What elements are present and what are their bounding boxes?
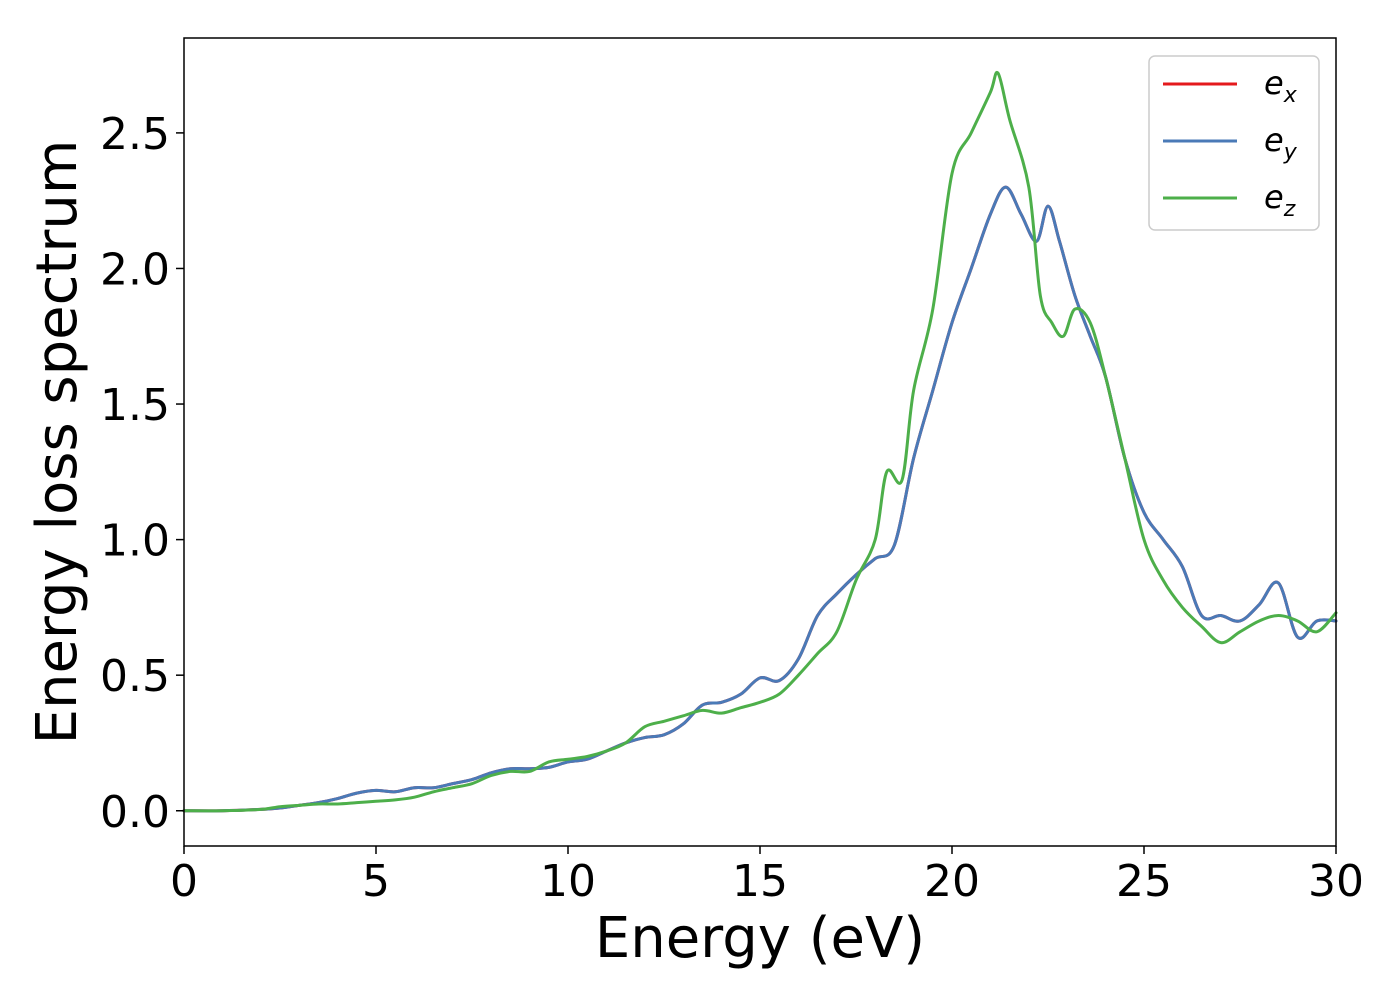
series-line-e-z [182, 70, 1338, 813]
y-axis-ticks: 0.0 0.5 1.0 1.5 2.0 2.5 [100, 109, 184, 838]
legend: ex ey ez [1148, 55, 1320, 231]
x-tick-label: 10 [540, 856, 596, 907]
x-tick-label: 5 [362, 856, 390, 907]
x-tick-label: 15 [732, 856, 788, 907]
x-axis-label: Energy (eV) [595, 906, 925, 971]
legend-label-e-x: ex [1264, 64, 1298, 108]
y-tick-label: 0.0 [100, 787, 170, 838]
series-layer [182, 70, 1338, 813]
y-axis-label: Energy loss spectrum [25, 140, 90, 745]
series-line-e-y [182, 185, 1338, 813]
legend-label-e-z: ez [1264, 178, 1296, 222]
legend-label-e-y: ey [1264, 121, 1298, 165]
y-tick-label: 2.5 [100, 109, 170, 160]
x-tick-label: 20 [924, 856, 980, 907]
y-tick-label: 2.0 [100, 244, 170, 295]
x-tick-label: 25 [1116, 856, 1172, 907]
x-axis-ticks: 0 5 10 15 20 25 30 [170, 846, 1364, 907]
x-tick-label: 30 [1308, 856, 1364, 907]
series-line-e-x [182, 185, 1338, 813]
y-tick-label: 1.5 [100, 380, 170, 431]
legend-box [1148, 55, 1320, 231]
y-tick-label: 1.0 [100, 516, 170, 567]
y-tick-label: 0.5 [100, 651, 170, 702]
x-tick-label: 0 [170, 856, 198, 907]
